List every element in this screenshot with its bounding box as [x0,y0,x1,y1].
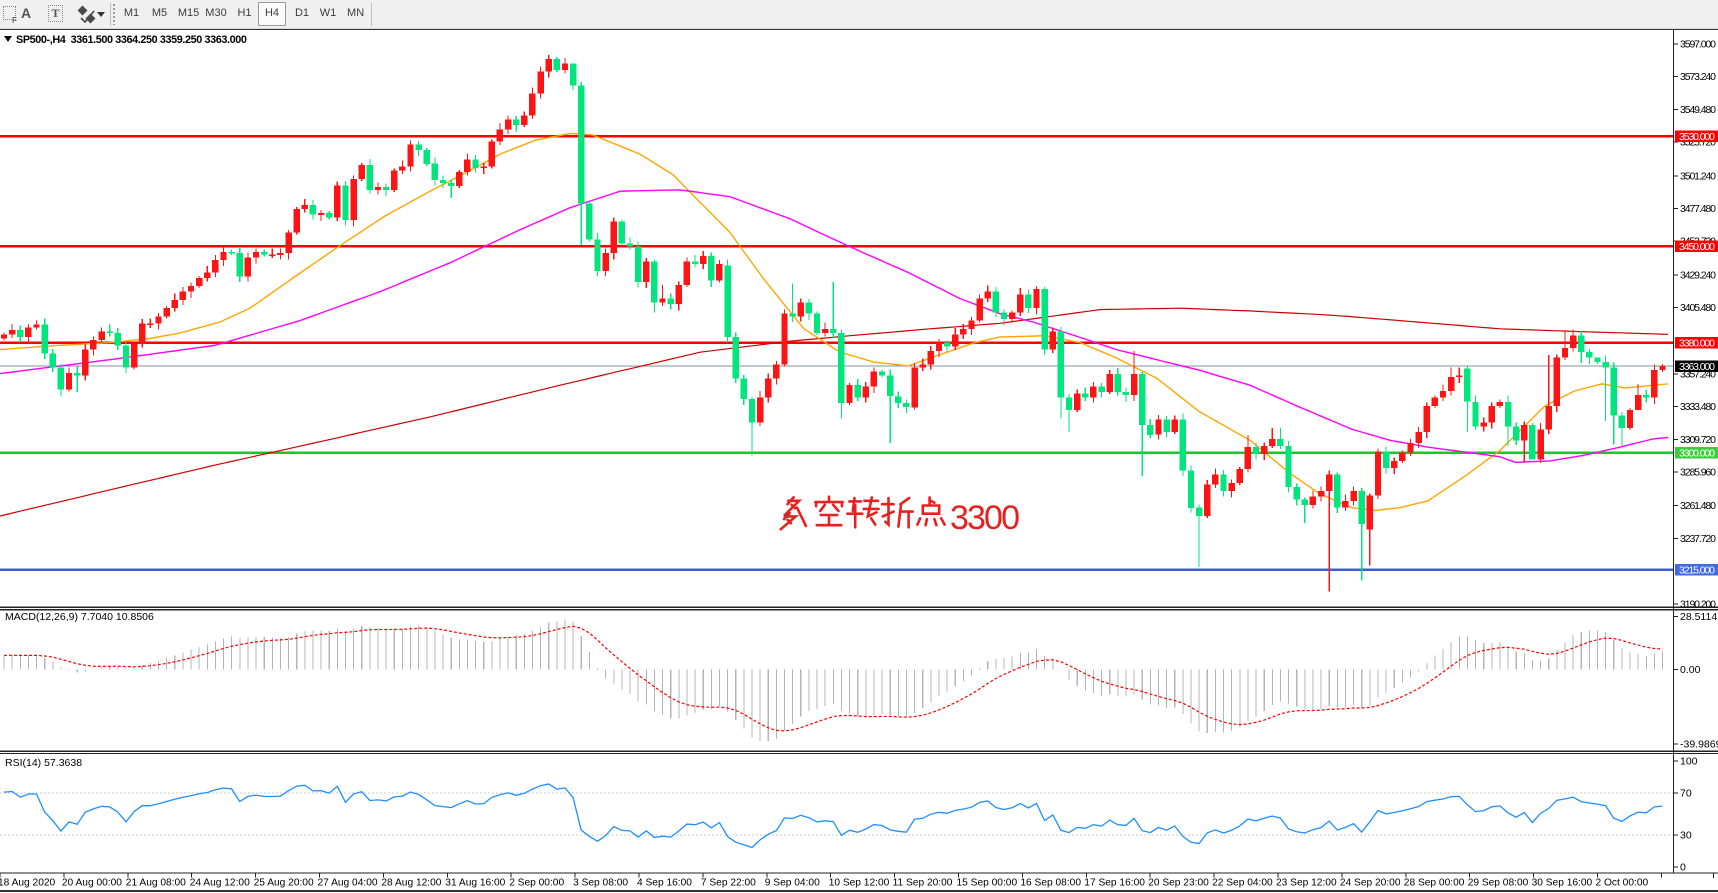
svg-text:28 Sep 00:00: 28 Sep 00:00 [1404,878,1465,889]
svg-text:23 Sep 12:00: 23 Sep 12:00 [1276,878,1337,889]
svg-text:30: 30 [1680,830,1692,842]
svg-text:0.00: 0.00 [1680,664,1701,676]
svg-text:-39.9869: -39.9869 [1680,738,1718,750]
svg-text:2 Sep 00:00: 2 Sep 00:00 [509,878,564,889]
svg-text:3261.480: 3261.480 [1680,500,1716,512]
svg-text:3597.000: 3597.000 [1680,39,1716,51]
svg-text:9 Sep 04:00: 9 Sep 04:00 [765,878,820,889]
svg-text:3501.240: 3501.240 [1680,170,1716,182]
svg-text:3285.960: 3285.960 [1680,467,1716,479]
svg-text:20 Sep 23:00: 20 Sep 23:00 [1148,878,1209,889]
svg-text:3429.240: 3429.240 [1680,269,1716,281]
svg-text:15 Sep 00:00: 15 Sep 00:00 [957,878,1018,889]
svg-text:20 Aug 00:00: 20 Aug 00:00 [62,878,122,889]
svg-text:3450.000: 3450.000 [1679,241,1715,253]
svg-text:MACD(12,26,9) 7.7040 10.8506: MACD(12,26,9) 7.7040 10.8506 [5,611,154,623]
svg-text:7 Sep 22:00: 7 Sep 22:00 [701,878,756,889]
svg-text:3300: 3300 [950,499,1020,537]
svg-text:27 Aug 04:00: 27 Aug 04:00 [318,878,378,889]
svg-text:3405.480: 3405.480 [1680,302,1716,314]
svg-text:11 Sep 20:00: 11 Sep 20:00 [893,878,953,889]
svg-text:0: 0 [1680,861,1686,873]
svg-text:3333.480: 3333.480 [1680,401,1716,413]
svg-text:17 Sep 16:00: 17 Sep 16:00 [1084,878,1145,889]
svg-text:3300.000: 3300.000 [1679,448,1715,460]
svg-text:18 Aug 2020: 18 Aug 2020 [0,878,56,889]
svg-text:4 Sep 16:00: 4 Sep 16:00 [637,878,692,889]
svg-text:3549.480: 3549.480 [1680,104,1716,116]
svg-text:3309.720: 3309.720 [1680,434,1716,446]
svg-text:100: 100 [1680,756,1698,768]
svg-text:28.5114: 28.5114 [1680,611,1717,623]
svg-text:3530.000: 3530.000 [1679,131,1715,143]
svg-text:2 Oct 00:00: 2 Oct 00:00 [1596,878,1649,889]
svg-text:3 Sep 08:00: 3 Sep 08:00 [573,878,628,889]
svg-text:10 Sep 12:00: 10 Sep 12:00 [829,878,890,889]
svg-text:SP500-,H4 3361.500 3364.250 3: SP500-,H4 3361.500 3364.250 3359.250 336… [16,34,247,46]
svg-text:22 Sep 04:00: 22 Sep 04:00 [1212,878,1273,889]
svg-text:16 Sep 08:00: 16 Sep 08:00 [1020,878,1081,889]
svg-text:28 Aug 12:00: 28 Aug 12:00 [381,878,441,889]
svg-text:3573.240: 3573.240 [1680,71,1716,83]
svg-text:3215.000: 3215.000 [1679,564,1715,576]
svg-text:24 Sep 20:00: 24 Sep 20:00 [1340,878,1401,889]
svg-text:3363.000: 3363.000 [1679,361,1715,373]
svg-text:3380.000: 3380.000 [1679,337,1715,349]
svg-text:70: 70 [1680,787,1692,799]
svg-text:31 Aug 16:00: 31 Aug 16:00 [445,878,505,889]
svg-text:3190.200: 3190.200 [1680,598,1716,610]
svg-text:29 Sep 08:00: 29 Sep 08:00 [1468,878,1529,889]
svg-text:3237.720: 3237.720 [1680,533,1716,545]
svg-text:3477.480: 3477.480 [1680,203,1716,215]
svg-text:24 Aug 12:00: 24 Aug 12:00 [190,878,250,889]
svg-text:21 Aug 08:00: 21 Aug 08:00 [126,878,186,889]
svg-text:RSI(14) 57.3638: RSI(14) 57.3638 [5,757,82,769]
svg-text:30 Sep 16:00: 30 Sep 16:00 [1532,878,1593,889]
svg-text:25 Aug 20:00: 25 Aug 20:00 [254,878,314,889]
